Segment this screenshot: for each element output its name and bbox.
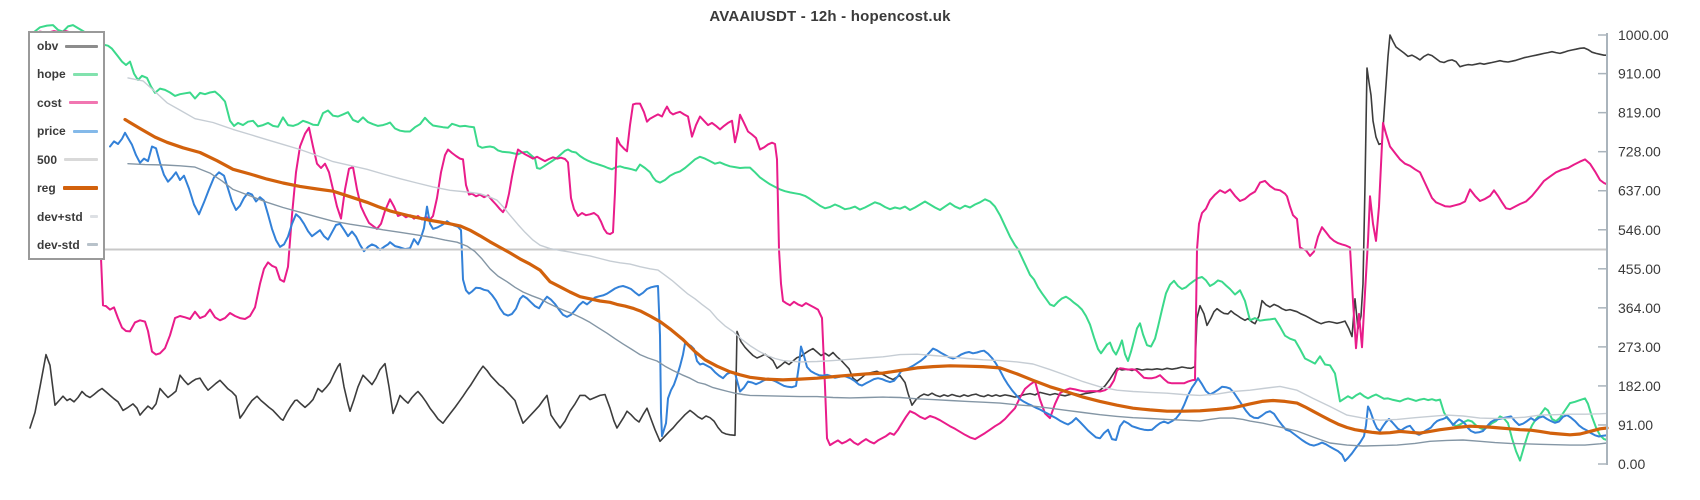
legend-swatch bbox=[72, 72, 98, 76]
legend-item-dev-std: dev-std bbox=[37, 239, 98, 251]
series-line-reg bbox=[123, 117, 1609, 437]
legend-swatch bbox=[89, 215, 98, 219]
legend-item-price: price bbox=[37, 125, 98, 137]
legend-item-dev-std: dev+std bbox=[37, 211, 98, 223]
y-axis-tick-label: 182.00 bbox=[1618, 378, 1661, 394]
y-axis-tick-label: 728.00 bbox=[1618, 144, 1661, 160]
y-axis-tick-label: 91.00 bbox=[1618, 417, 1653, 433]
series-line-dev-std bbox=[127, 162, 1608, 447]
legend-label: price bbox=[37, 124, 66, 139]
y-axis-tick-label: 0.00 bbox=[1618, 456, 1645, 472]
y-axis-tick-label: 1000.00 bbox=[1618, 27, 1669, 43]
legend-label: 500 bbox=[37, 152, 58, 167]
y-axis-tick-label: 455.00 bbox=[1618, 261, 1661, 277]
series-line-price bbox=[109, 131, 1608, 462]
legend-swatch bbox=[68, 101, 98, 105]
legend-label: obv bbox=[37, 39, 59, 53]
legend-item-obv: obv bbox=[37, 40, 98, 52]
legend-label: hope bbox=[37, 67, 66, 82]
legend-swatch bbox=[62, 186, 98, 191]
legend-label: cost bbox=[37, 95, 62, 110]
series-line-dev-std bbox=[127, 77, 1608, 421]
legend-swatch bbox=[65, 44, 98, 48]
series-line-cost bbox=[32, 30, 1608, 447]
legend-label: reg bbox=[37, 181, 56, 196]
y-axis-tick-label: 546.00 bbox=[1618, 222, 1661, 238]
legend-label: dev-std bbox=[37, 237, 80, 252]
legend-item-500: 500 bbox=[37, 154, 98, 166]
series-line-hope bbox=[32, 24, 1608, 462]
legend-item-reg: reg bbox=[37, 182, 98, 194]
y-axis-tick-label: 637.00 bbox=[1618, 183, 1661, 199]
legend-item-cost: cost bbox=[37, 97, 98, 109]
chart-title: AVAAIUSDT - 12h - hopencost.uk bbox=[709, 8, 951, 25]
series-line-obv bbox=[29, 34, 1608, 443]
y-axis-tick-label: 910.00 bbox=[1618, 66, 1661, 82]
legend-swatch bbox=[72, 129, 98, 133]
y-axis-tick-label: 819.00 bbox=[1618, 105, 1661, 121]
y-axis-tick-label: 273.00 bbox=[1618, 339, 1661, 355]
legend: obv hope cost price 500 reg dev+std dev-std bbox=[28, 31, 105, 260]
legend-label: dev+std bbox=[37, 209, 83, 224]
legend-swatch bbox=[86, 243, 98, 247]
legend-swatch bbox=[64, 158, 98, 162]
legend-item-hope: hope bbox=[37, 68, 98, 80]
y-axis-tick-label: 364.00 bbox=[1618, 300, 1661, 316]
